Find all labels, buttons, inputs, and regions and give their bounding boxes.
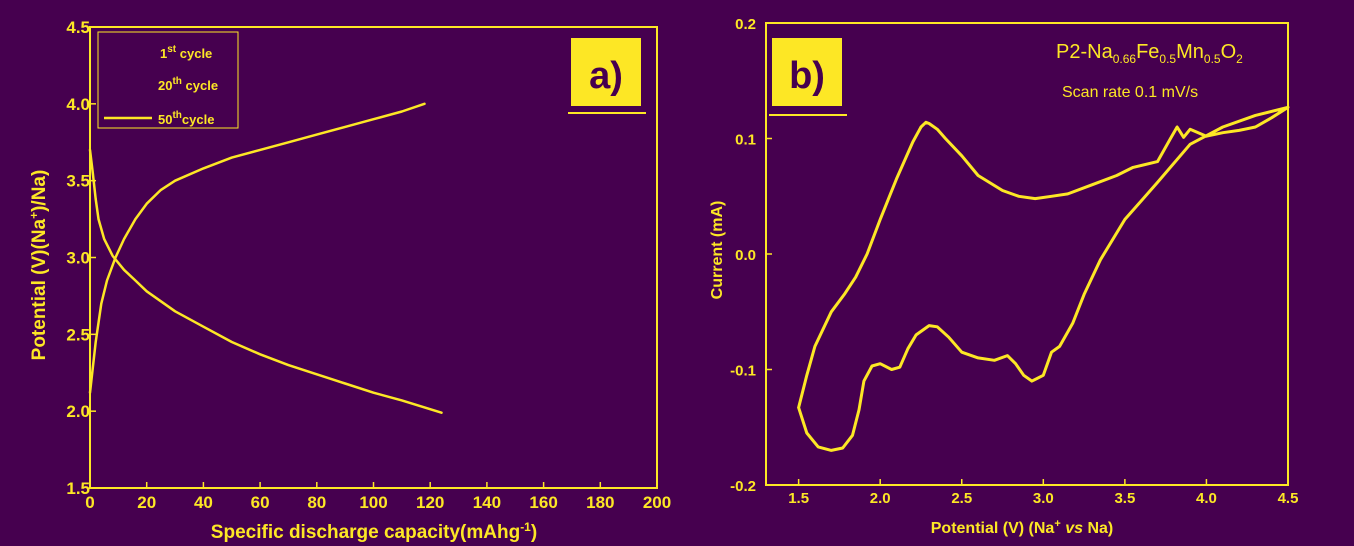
x-tick-label: 2.5 bbox=[951, 490, 972, 507]
x-tick-label: 160 bbox=[529, 493, 557, 512]
x-tick-label: 1.5 bbox=[788, 490, 809, 507]
b-y-ticks: -0.2 -0.1 0.0 0.1 0.2 bbox=[730, 16, 772, 495]
panel-a: 1.5 2.0 2.5 3.0 3.5 4.0 4.5 0 20 40 60 80 100 120 140… bbox=[27, 18, 671, 543]
legend-a: 1st cycle 20th cycle 50thcycle bbox=[97, 31, 239, 129]
y-tick-label: 1.5 bbox=[66, 479, 90, 498]
x-tick-label: 3.0 bbox=[1033, 490, 1054, 507]
legend-entry-3: 50thcycle bbox=[158, 110, 214, 127]
legend-box bbox=[97, 31, 239, 129]
panel-label-b: b) bbox=[789, 55, 825, 97]
y-tick-label: 4.0 bbox=[66, 95, 90, 114]
a-x-ticks: 0 20 40 60 80 100 120 140 160 180 200 bbox=[85, 482, 671, 512]
x-tick-label: 180 bbox=[586, 493, 614, 512]
x-tick-label: 40 bbox=[194, 493, 213, 512]
b-series bbox=[797, 105, 1290, 452]
y-tick-label: 2.5 bbox=[66, 325, 90, 344]
x-tick-label: 100 bbox=[359, 493, 387, 512]
a-y-ticks: 1.5 2.0 2.5 3.0 3.5 4.0 4.5 bbox=[66, 18, 96, 498]
x-tick-label: 120 bbox=[416, 493, 444, 512]
x-axis-title-b: Potential (V) (Na+ vs Na) bbox=[931, 518, 1113, 537]
x-tick-label: 4.0 bbox=[1196, 490, 1217, 507]
x-axis-title-a: Specific discharge capacity(mAhg-1) bbox=[211, 520, 537, 543]
b-x-ticks: 1.5 2.0 2.5 3.0 3.5 4.0 4.5 bbox=[788, 479, 1298, 507]
legend-entry-2: 20th cycle bbox=[158, 76, 218, 93]
plot-frame-b bbox=[765, 22, 1289, 486]
y-tick-label: 0.0 bbox=[735, 247, 756, 264]
x-tick-label: 140 bbox=[473, 493, 501, 512]
x-tick-label: 80 bbox=[307, 493, 326, 512]
y-tick-label: 2.0 bbox=[66, 402, 90, 421]
series-line-1 bbox=[797, 105, 1290, 452]
a-series bbox=[88, 102, 443, 414]
x-tick-label: 3.5 bbox=[1114, 490, 1135, 507]
y-axis-title-b: Current (mA) bbox=[709, 201, 726, 300]
y-tick-label: -0.1 bbox=[730, 363, 756, 380]
scan-rate-annotation: Scan rate 0.1 mV/s bbox=[1062, 84, 1198, 101]
y-tick-label: 4.5 bbox=[66, 18, 90, 37]
x-tick-label: 2.0 bbox=[870, 490, 891, 507]
panel-label-a: a) bbox=[589, 55, 623, 97]
series-line-1 bbox=[88, 102, 426, 394]
x-tick-label: 0 bbox=[85, 493, 94, 512]
x-tick-label: 60 bbox=[251, 493, 270, 512]
panel-label-box-a bbox=[571, 38, 641, 106]
x-tick-label: 4.5 bbox=[1278, 490, 1299, 507]
x-tick-label: 200 bbox=[643, 493, 671, 512]
legend-entry-1: 1st cycle bbox=[160, 44, 212, 61]
y-axis-title-a: Potential (V)(Na+)/Na) bbox=[27, 170, 50, 361]
x-tick-label: 20 bbox=[137, 493, 156, 512]
y-tick-label: 0.1 bbox=[735, 132, 756, 149]
panel-b: -0.2-0.10.00.10.2 1.5 2.0 2.5 3.0 3.5 4.0 4.5 … bbox=[709, 16, 1298, 537]
y-tick-label: 3.5 bbox=[66, 172, 90, 191]
series-line-2 bbox=[88, 148, 443, 414]
y-tick-label: 3.0 bbox=[66, 249, 90, 268]
y-tick-label: 0.2 bbox=[735, 16, 756, 33]
y-tick-label: -0.2 bbox=[730, 478, 756, 495]
panel-label-box-b bbox=[772, 38, 842, 106]
compound-formula: P2-Na0.66Fe0.5Mn0.5O2 bbox=[1056, 41, 1243, 66]
